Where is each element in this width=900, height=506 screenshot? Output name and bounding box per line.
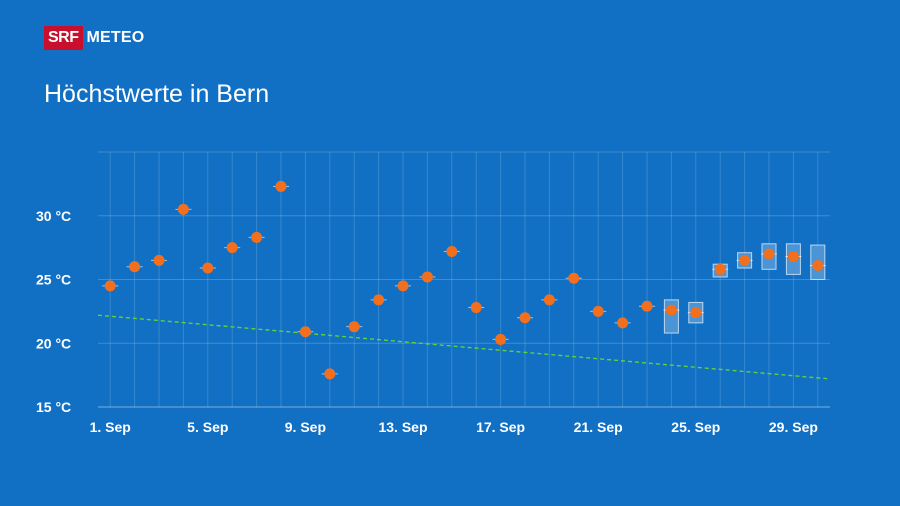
data-point [129,261,141,273]
data-point [348,321,360,333]
data-point [177,203,189,215]
data-point [519,312,531,324]
data-point [324,368,336,380]
data-point [812,259,824,271]
data-point [373,294,385,306]
x-tick-label: 21. Sep [574,419,623,435]
data-point [665,304,677,316]
trend-line [97,314,831,380]
data-point [763,248,775,260]
data-point [714,263,726,275]
data-point [495,333,507,345]
data-point [543,294,555,306]
data-point [104,280,116,292]
chart-title: Höchstwerte in Bern [44,80,270,108]
data-point [787,251,799,263]
data-point [739,254,751,266]
data-point [251,231,263,243]
logo-brand: SRF [44,26,83,50]
data-point [153,254,165,266]
logo-product: METEO [86,29,145,46]
y-tick-label: 30 °C [36,208,71,224]
data-point [641,300,653,312]
data-point [470,302,482,314]
data-point [226,242,238,254]
x-tick-label: 9. Sep [285,419,326,435]
x-tick-label: 17. Sep [476,419,525,435]
y-tick-label: 20 °C [36,335,71,351]
data-point [202,262,214,274]
data-point [421,271,433,283]
x-tick-label: 29. Sep [769,419,818,435]
x-tick-label: 25. Sep [671,419,720,435]
x-tick-label: 1. Sep [90,419,131,435]
data-point [568,272,580,284]
y-tick-label: 25 °C [36,272,71,288]
data-point [592,305,604,317]
data-point [617,317,629,329]
y-tick-label: 15 °C [36,399,71,415]
srf-meteo-logo: SRF METEO [44,26,144,50]
data-point [275,180,287,192]
data-point [690,307,702,319]
data-point [446,245,458,257]
data-point [299,326,311,338]
x-tick-label: 5. Sep [187,419,228,435]
data-point [397,280,409,292]
x-tick-label: 13. Sep [378,419,427,435]
